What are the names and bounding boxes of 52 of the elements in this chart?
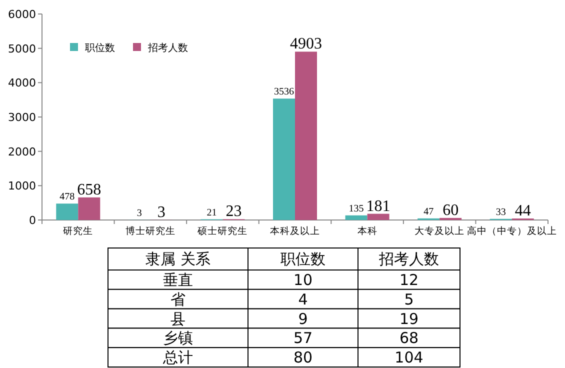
data-label: 68 xyxy=(399,329,419,348)
data-label: 3 xyxy=(157,204,166,221)
bar xyxy=(345,215,368,220)
y-tick-label: 0 xyxy=(29,214,36,227)
data-label: 4 xyxy=(298,290,308,308)
legend-label: 职位数 xyxy=(85,42,115,54)
data-label: 5 xyxy=(404,290,414,308)
data-label: 478 xyxy=(60,192,75,203)
data-label: 10 xyxy=(293,271,313,289)
data-label: 4903 xyxy=(290,36,322,53)
data-label: 60 xyxy=(442,202,459,219)
y-tick-label: 5000 xyxy=(8,42,36,56)
x-tick-label: 博士研究生 xyxy=(125,225,176,237)
x-tick-label: 高中（中专）及以上 xyxy=(466,225,557,237)
y-tick-label: 省 xyxy=(170,290,186,308)
data-label: 3 xyxy=(136,208,142,219)
data-label: 33 xyxy=(496,206,506,218)
data-label: 23 xyxy=(226,203,242,220)
bar xyxy=(78,197,100,220)
y-tick-label: 县 xyxy=(170,310,186,328)
data-label: 181 xyxy=(366,198,390,215)
data-label: 3536 xyxy=(274,86,294,98)
y-tick-label: 1000 xyxy=(8,180,36,193)
y-tick-label: 3000 xyxy=(8,111,36,124)
data-label: 19 xyxy=(399,310,419,328)
y-tick-label: 6000 xyxy=(8,8,36,21)
bar xyxy=(273,98,295,220)
y-axis-title: 隶属 关系 xyxy=(146,250,210,268)
data-label: 135 xyxy=(348,203,364,214)
data-label: 104 xyxy=(394,348,424,367)
legend-label: 招考人数 xyxy=(147,42,188,54)
x-tick-label: 本科 xyxy=(357,225,378,237)
bar xyxy=(295,52,317,220)
data-label: 47 xyxy=(424,206,434,218)
data-label: 658 xyxy=(77,181,102,198)
data-label: 44 xyxy=(514,202,531,220)
x-tick-label: 大专及以上 xyxy=(414,225,465,237)
y-tick-label: 乡镇 xyxy=(163,329,193,348)
x-tick-label: 本科及以上 xyxy=(270,225,320,237)
data-label: 12 xyxy=(399,271,419,289)
data-label: 21 xyxy=(206,207,217,218)
data-label: 9 xyxy=(298,310,308,328)
x-tick-label: 硕士研究生 xyxy=(196,225,248,237)
y-tick-label: 2000 xyxy=(8,145,36,158)
y-tick-label: 4000 xyxy=(8,76,36,90)
y-tick-label: 总计 xyxy=(162,348,193,367)
x-tick-label: 研究生 xyxy=(63,225,94,237)
bar xyxy=(56,204,78,220)
data-label: 57 xyxy=(293,329,313,348)
data-label: 80 xyxy=(293,348,313,367)
y-tick-label: 垂直 xyxy=(163,271,193,289)
bar xyxy=(367,214,390,220)
